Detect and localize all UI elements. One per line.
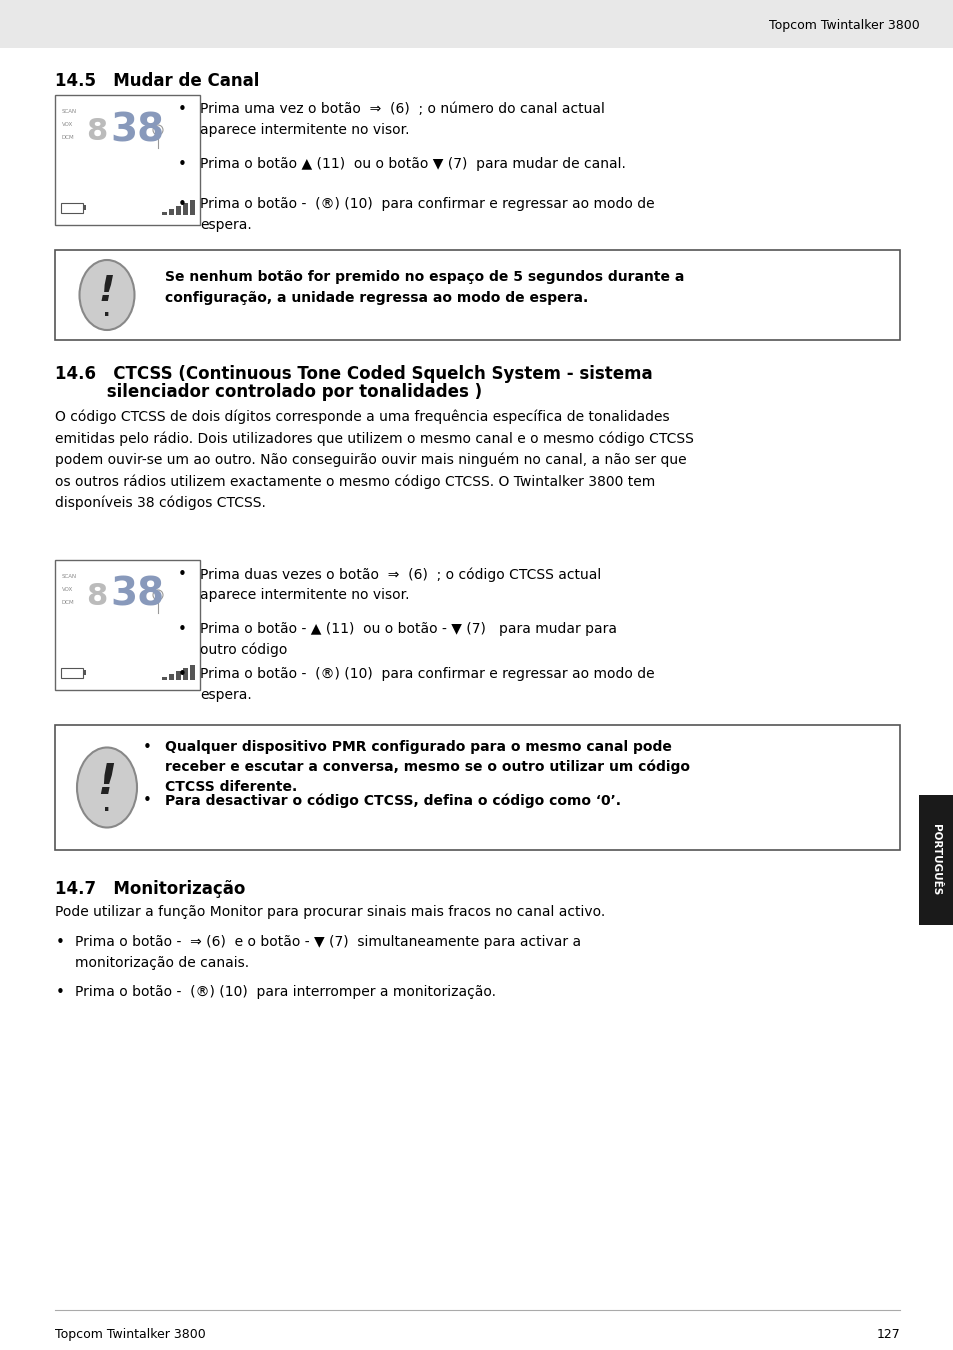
Text: Prima o botão ▲ (11)  ou o botão ▼ (7)  para mudar de canal.: Prima o botão ▲ (11) ou o botão ▼ (7) pa…	[200, 157, 625, 171]
Bar	[55, 250, 899, 340]
Text: Prima duas vezes o botão  ⇒  (6)  ; o código CTCSS actual
aparece intermitente n: Prima duas vezes o botão ⇒ (6) ; o códig…	[200, 567, 600, 602]
Text: VOX: VOX	[62, 587, 73, 593]
Text: •: •	[177, 622, 186, 637]
Text: Topcom Twintalker 3800: Topcom Twintalker 3800	[768, 19, 919, 31]
Text: SCAN: SCAN	[62, 574, 77, 579]
Bar	[190, 666, 194, 680]
Text: 14.7   Monitorização: 14.7 Monitorização	[55, 880, 245, 898]
Bar	[61, 668, 83, 678]
Bar	[83, 670, 86, 675]
Bar	[55, 560, 200, 690]
Text: SCAN: SCAN	[62, 109, 77, 113]
Bar	[162, 676, 167, 680]
Text: •: •	[55, 936, 65, 950]
Text: Prima o botão -  (®) (10)  para interromper a monitorização.: Prima o botão - (®) (10) para interrompe…	[75, 986, 496, 999]
Text: DCM: DCM	[62, 599, 74, 605]
Bar	[61, 202, 83, 213]
Text: Para desactivar o código CTCSS, defina o código como ‘0’.: Para desactivar o código CTCSS, defina o…	[165, 792, 620, 807]
Text: •: •	[177, 157, 186, 171]
Text: Prima o botão - ▲ (11)  ou o botão - ▼ (7)   para mudar para
outro código: Prima o botão - ▲ (11) ou o botão - ▼ (7…	[200, 622, 617, 657]
Text: Topcom Twintalker 3800: Topcom Twintalker 3800	[55, 1328, 206, 1341]
Text: •: •	[55, 986, 65, 1000]
Text: Prima uma vez o botão  ⇒  (6)  ; o número do canal actual
aparece intermitente n: Prima uma vez o botão ⇒ (6) ; o número d…	[200, 103, 604, 136]
Ellipse shape	[79, 261, 134, 329]
Bar	[55, 725, 899, 850]
Text: Prima o botão -  (®) (10)  para confirmar e regressar ao modo de
espera.: Prima o botão - (®) (10) para confirmar …	[200, 197, 654, 232]
Text: 14.6   CTCSS (Continuous Tone Coded Squelch System - sistema: 14.6 CTCSS (Continuous Tone Coded Squelc…	[55, 364, 652, 383]
Bar	[175, 207, 181, 215]
Text: •: •	[177, 567, 186, 582]
Text: •: •	[177, 197, 186, 212]
Bar	[83, 205, 86, 211]
Bar	[55, 95, 200, 225]
Text: silenciador controlado por tonalidades ): silenciador controlado por tonalidades )	[55, 383, 481, 401]
Bar	[169, 209, 173, 215]
Text: 127: 127	[876, 1328, 899, 1341]
Bar	[190, 200, 194, 215]
Text: DCM: DCM	[62, 135, 74, 140]
Text: VOX: VOX	[62, 122, 73, 127]
Bar	[162, 212, 167, 215]
Text: 8: 8	[87, 117, 108, 146]
Text: !: !	[97, 761, 116, 803]
Text: Pode utilizar a função Monitor para procurar sinais mais fracos no canal activo.: Pode utilizar a função Monitor para proc…	[55, 904, 604, 919]
Bar	[918, 795, 953, 925]
Text: •: •	[177, 667, 186, 682]
Bar	[0, 0, 953, 49]
Text: !: !	[99, 274, 115, 308]
Bar	[175, 671, 181, 680]
Bar	[183, 202, 188, 215]
Text: •: •	[177, 103, 186, 117]
Text: .: .	[103, 301, 111, 320]
Bar	[183, 668, 188, 680]
Text: Se nenhum botão for premido no espaço de 5 segundos durante a
configuração, a un: Se nenhum botão for premido no espaço de…	[165, 270, 683, 305]
Text: 14.5   Mudar de Canal: 14.5 Mudar de Canal	[55, 72, 259, 90]
Text: 38: 38	[110, 111, 164, 148]
Text: Prima o botão -  ⇒ (6)  e o botão - ▼ (7)  simultaneamente para activar a
monito: Prima o botão - ⇒ (6) e o botão - ▼ (7) …	[75, 936, 580, 969]
Text: PORTUGUÊS: PORTUGUÊS	[930, 825, 941, 895]
Text: Prima o botão -  (®) (10)  para confirmar e regressar ao modo de
espera.: Prima o botão - (®) (10) para confirmar …	[200, 667, 654, 702]
Text: •: •	[142, 792, 152, 809]
Text: •: •	[142, 740, 152, 755]
Text: 38: 38	[110, 576, 164, 614]
Text: .: .	[103, 796, 111, 815]
Text: 8: 8	[87, 582, 108, 612]
Text: O código CTCSS de dois dígitos corresponde a uma frequência específica de tonali: O código CTCSS de dois dígitos correspon…	[55, 410, 693, 510]
Bar	[169, 674, 173, 680]
Ellipse shape	[77, 748, 137, 828]
Text: Qualquer dispositivo PMR configurado para o mesmo canal pode
receber e escutar a: Qualquer dispositivo PMR configurado par…	[165, 740, 689, 794]
